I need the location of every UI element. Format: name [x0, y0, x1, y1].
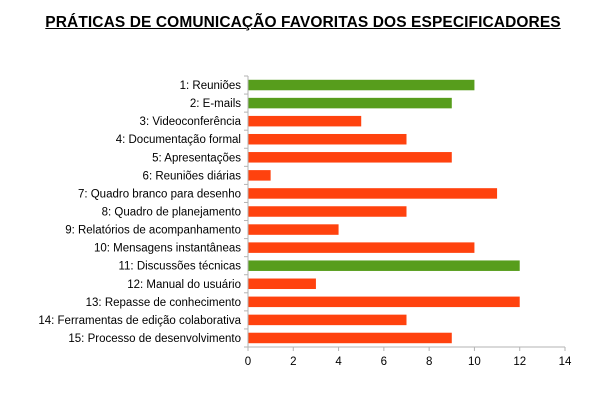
- bar-4: [248, 133, 407, 145]
- bar-11: [248, 260, 520, 271]
- bar-9: [248, 224, 339, 235]
- bar-2: [248, 97, 452, 109]
- category-label-15: 15: Processo de desenvolvimento: [68, 333, 241, 345]
- x-tick-label-10: 10: [468, 356, 481, 368]
- x-axis-ticks: 0 2 4 6 8 10 12 14: [245, 347, 572, 368]
- x-tick-label-4: 4: [335, 356, 342, 368]
- category-label-8: 8: Quadro de planejamento: [102, 207, 241, 219]
- category-label-5: 5: Apresentações: [152, 152, 241, 164]
- category-label-6: 6: Reuniões diárias: [143, 170, 242, 182]
- x-tick-label-2: 2: [290, 356, 296, 368]
- category-label-9: 9: Relatórios de acompanhamento: [65, 225, 241, 237]
- category-label-10: 10: Mensagens instantâneas: [94, 243, 241, 255]
- bar-7: [248, 188, 498, 199]
- bar-5: [248, 152, 452, 163]
- bar-14: [248, 314, 407, 326]
- category-labels: 1: Reuniões 2: E-mails 3: Videoconferência…: [38, 80, 241, 345]
- x-tick-label-12: 12: [513, 356, 526, 368]
- x-tick-label-0: 0: [245, 356, 251, 368]
- bar-15: [248, 332, 452, 344]
- bars-layer: [248, 79, 520, 344]
- category-label-2: 2: E-mails: [190, 98, 241, 110]
- x-tick-label-6: 6: [381, 356, 387, 368]
- category-label-7: 7: Quadro branco para desenho: [78, 188, 241, 200]
- bar-1: [248, 79, 475, 91]
- category-label-12: 12: Manual do usuário: [127, 279, 241, 291]
- category-label-13: 13: Repasse de conhecimento: [86, 297, 241, 309]
- chart-title: PRÁTICAS DE COMUNICAÇÃO FAVORITAS DOS ES…: [45, 14, 561, 31]
- bar-12: [248, 278, 316, 290]
- category-label-14: 14: Ferramentas de edição colaborativa: [38, 315, 241, 327]
- bar-8: [248, 206, 407, 217]
- bar-10: [248, 242, 475, 253]
- category-label-1: 1: Reuniões: [180, 80, 242, 92]
- category-label-11: 11: Discussões técnicas: [118, 261, 241, 273]
- bar-13: [248, 296, 520, 308]
- category-label-4: 4: Documentação formal: [116, 134, 241, 146]
- x-tick-label-14: 14: [559, 356, 572, 368]
- x-tick-label-8: 8: [426, 356, 432, 368]
- bar-3: [248, 115, 362, 127]
- bar-6: [248, 170, 271, 181]
- grid-layer: [244, 75, 248, 348]
- category-label-3: 3: Videoconferência: [140, 116, 242, 128]
